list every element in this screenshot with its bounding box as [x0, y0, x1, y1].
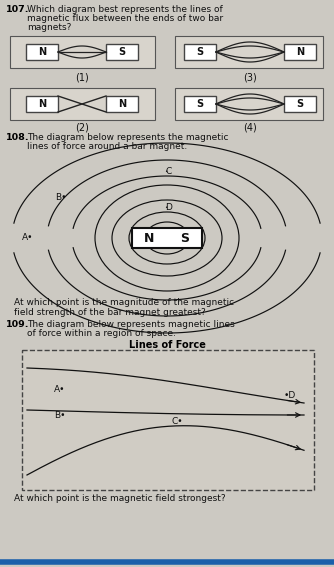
Text: B•: B•: [55, 193, 66, 201]
FancyBboxPatch shape: [10, 36, 155, 68]
FancyBboxPatch shape: [132, 228, 202, 248]
Text: •: •: [164, 170, 168, 175]
Text: (1): (1): [75, 72, 89, 82]
Text: S: S: [119, 47, 126, 57]
Text: 108.: 108.: [6, 133, 30, 142]
Text: field strength of the bar magnet greatest?: field strength of the bar magnet greates…: [14, 308, 206, 317]
Text: D: D: [166, 202, 172, 211]
Text: The diagram below represents the magnetic: The diagram below represents the magneti…: [27, 133, 228, 142]
FancyBboxPatch shape: [22, 350, 314, 490]
Text: N: N: [38, 99, 46, 109]
Text: A•: A•: [22, 234, 33, 243]
Text: magnetic flux between the ends of two bar: magnetic flux between the ends of two ba…: [27, 14, 223, 23]
Text: (2): (2): [75, 123, 89, 133]
FancyBboxPatch shape: [26, 96, 58, 112]
Text: 107.: 107.: [6, 5, 29, 14]
Text: N: N: [118, 99, 126, 109]
FancyBboxPatch shape: [106, 96, 138, 112]
Text: C: C: [166, 167, 172, 176]
Text: N: N: [144, 231, 155, 244]
Text: •D: •D: [284, 391, 296, 400]
Text: N: N: [38, 47, 46, 57]
Text: A•: A•: [54, 386, 65, 395]
Text: The diagram below represents magnetic lines: The diagram below represents magnetic li…: [27, 320, 235, 329]
Text: •: •: [164, 205, 168, 210]
Text: B•: B•: [54, 411, 65, 420]
Text: S: S: [196, 47, 203, 57]
FancyBboxPatch shape: [184, 96, 216, 112]
Text: of force within a region of space.: of force within a region of space.: [27, 329, 176, 338]
FancyBboxPatch shape: [175, 88, 323, 120]
Text: At which point is the magnitude of the magnetic: At which point is the magnitude of the m…: [14, 298, 234, 307]
FancyBboxPatch shape: [10, 88, 155, 120]
FancyBboxPatch shape: [106, 44, 138, 60]
Text: S: S: [297, 99, 304, 109]
Text: (4): (4): [243, 123, 257, 133]
FancyBboxPatch shape: [284, 44, 316, 60]
FancyBboxPatch shape: [284, 96, 316, 112]
Text: Lines of Force: Lines of Force: [129, 340, 205, 350]
Text: (3): (3): [243, 72, 257, 82]
Text: N: N: [296, 47, 304, 57]
Text: Which diagram best represents the lines of: Which diagram best represents the lines …: [27, 5, 223, 14]
Text: lines of force around a bar magnet.: lines of force around a bar magnet.: [27, 142, 187, 151]
Text: S: S: [196, 99, 203, 109]
FancyBboxPatch shape: [175, 36, 323, 68]
FancyBboxPatch shape: [26, 44, 58, 60]
FancyBboxPatch shape: [184, 44, 216, 60]
Text: At which point is the magnetic field strongest?: At which point is the magnetic field str…: [14, 494, 226, 503]
Text: C•: C•: [172, 417, 184, 426]
Text: 109.: 109.: [6, 320, 29, 329]
Text: S: S: [180, 231, 189, 244]
Text: magnets?: magnets?: [27, 23, 71, 32]
